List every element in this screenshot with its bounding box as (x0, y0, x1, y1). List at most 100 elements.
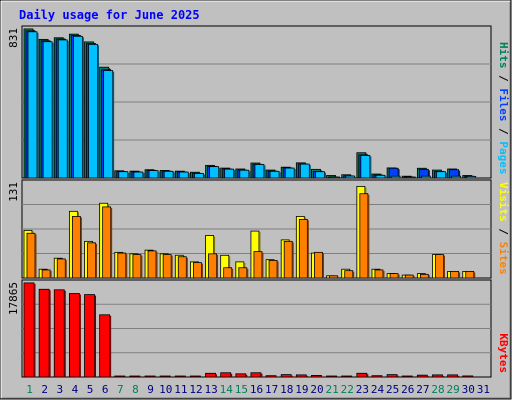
middle-bar-sites (435, 254, 445, 279)
bottom-bar-kbytes (99, 314, 112, 378)
top-bar-pages (42, 41, 54, 179)
top-bar-pages (436, 171, 447, 179)
bottom-bar-kbytes (68, 293, 81, 378)
bottom-bar-kbytes (280, 374, 293, 378)
middle-bar-sites (450, 271, 461, 279)
middle-bar-sites (253, 251, 264, 279)
middle-bar-sites (404, 274, 415, 279)
legend-hits: Hits (497, 42, 510, 69)
bottom-bar-kbytes (129, 375, 141, 378)
x-tick-label: 6 (102, 383, 109, 396)
bottom-bar-kbytes (144, 375, 156, 378)
x-tick-label: 10 (159, 383, 172, 396)
middle-bar-sites (359, 193, 370, 279)
top-bar-pages (284, 167, 296, 179)
x-tick-label: 23 (356, 383, 369, 396)
top-bar-pages (269, 170, 281, 179)
bottom-ymax-label: 17865 (7, 282, 20, 315)
middle-bar-sites (283, 240, 294, 279)
legend-kbytes: KBytes (497, 333, 510, 373)
x-tick-label: 4 (72, 383, 79, 396)
middle-bar-sites (238, 267, 249, 279)
top-bar-pages (360, 155, 372, 179)
middle-bar-sites (223, 267, 234, 279)
middle-bar-sites (208, 253, 219, 279)
x-tick-label: 8 (132, 383, 139, 396)
bottom-bar-kbytes (265, 375, 278, 378)
top-bar-pages (390, 175, 402, 179)
chart-title: Daily usage for June 2025 (19, 8, 200, 22)
bottom-legend: KBytes (497, 333, 510, 373)
bottom-bar-kbytes (401, 375, 413, 378)
bottom-bar-kbytes (462, 375, 475, 378)
x-tick-label: 18 (280, 383, 293, 396)
x-tick-label: 28 (431, 383, 444, 396)
bottom-bar-kbytes (432, 374, 444, 378)
middle-ymax-label: 131 (7, 182, 20, 202)
bottom-bar-kbytes (416, 374, 429, 378)
top-bar-pages (254, 164, 266, 179)
middle-bar-sites (465, 271, 476, 279)
x-tick-label: 30 (462, 383, 475, 396)
bottom-bar-kbytes (114, 375, 126, 378)
top-bar-pages (209, 166, 221, 179)
top-bar-pages (466, 175, 478, 179)
top-legend: Hits / Files / Pages (497, 42, 510, 175)
x-tick-label: 7 (117, 383, 124, 396)
top-bar-pages (148, 170, 160, 179)
top-bar-pages (163, 170, 175, 179)
legend-separator: / (497, 69, 510, 89)
x-tick-label: 2 (41, 383, 48, 396)
x-tick-label: 16 (250, 383, 263, 396)
bottom-bar-kbytes (250, 372, 263, 378)
bottom-bar-kbytes (84, 294, 97, 378)
x-tick-label: 9 (147, 383, 154, 396)
top-bar-pages (239, 169, 251, 179)
x-tick-label: 15 (235, 383, 248, 396)
bottom-bar-kbytes (220, 372, 233, 378)
middle-bar-sites (117, 252, 128, 279)
top-bar-pages (194, 173, 205, 179)
x-tick-label: 27 (416, 383, 429, 396)
middle-bar-sites (177, 256, 188, 279)
x-tick-label: 17 (265, 383, 278, 396)
legend-visits: Visits (497, 182, 510, 222)
middle-bar-sites (87, 242, 98, 279)
top-bar-pages (103, 70, 115, 179)
x-tick-label: 24 (371, 383, 385, 396)
bottom-bar-kbytes (38, 288, 51, 378)
top-bar-pages (57, 39, 69, 179)
top-bar-pages (451, 175, 463, 179)
bottom-bar-kbytes (159, 375, 171, 378)
middle-bar-sites (56, 258, 67, 279)
bottom-bar-kbytes (53, 289, 66, 378)
top-bar-pages (405, 176, 416, 179)
x-tick-label: 22 (341, 383, 354, 396)
bottom-bar-kbytes (326, 375, 337, 378)
bottom-bar-kbytes (341, 375, 353, 378)
middle-bar-sites (298, 218, 309, 279)
middle-bar-sites (389, 273, 400, 279)
middle-bar-sites (147, 250, 158, 279)
bottom-bar-kbytes (311, 375, 323, 378)
top-ymax-label: 831 (7, 28, 20, 48)
x-tick-label: 21 (326, 383, 339, 396)
legend-files: Files (497, 88, 510, 121)
x-tick-label: 12 (189, 383, 202, 396)
middle-bar-sites (41, 269, 52, 279)
x-tick-label: 19 (295, 383, 308, 396)
top-bar-pages (178, 171, 190, 179)
bottom-bar-kbytes (235, 373, 248, 378)
bottom-bar-kbytes (190, 375, 201, 378)
bottom-bar-kbytes (23, 282, 36, 378)
middle-bar-sites (71, 216, 82, 279)
legend-separator: / (497, 122, 510, 142)
legend-separator: / (497, 222, 510, 242)
x-tick-label: 13 (204, 383, 217, 396)
x-tick-label: 5 (87, 383, 94, 396)
x-tick-label: 31 (477, 383, 490, 396)
x-tick-label: 26 (401, 383, 414, 396)
top-bar-pages (315, 171, 326, 179)
top-bar-pages (345, 175, 357, 179)
